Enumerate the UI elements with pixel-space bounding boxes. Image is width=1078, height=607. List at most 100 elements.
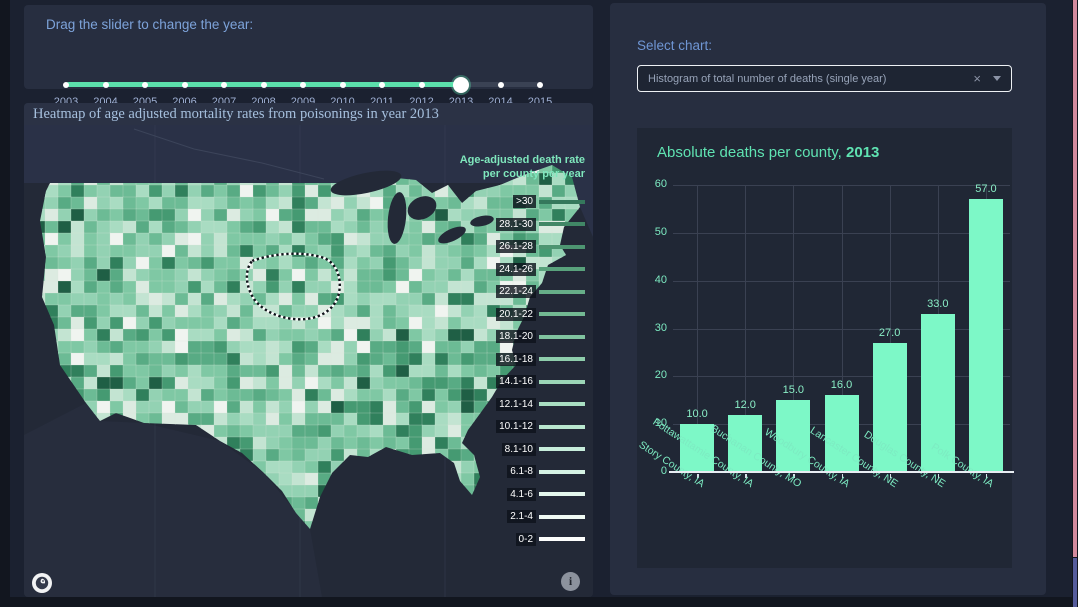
slider-mark-2012[interactable] [418,81,425,88]
slider-mark-2014[interactable] [497,81,504,88]
x-tick [937,474,940,478]
legend-row: 4.1-6 [415,487,585,501]
bar-Story County, IA[interactable] [680,424,715,472]
legend-row: 10.1-12 [415,420,585,433]
dropdown-selected-value: Histogram of total number of deaths (sin… [648,72,887,85]
y-tick-label: 10 [654,417,667,430]
bar-value-label: 15.0 [782,384,805,397]
slider-mark-2007[interactable] [221,81,227,88]
y-tick-label: 60 [654,178,667,190]
x-tick [985,474,988,478]
x-tick [793,474,795,478]
y-tick-label: 50 [654,225,667,238]
bar-Woodbury County, IA[interactable] [824,395,859,472]
slider-mark-2010[interactable] [339,81,346,88]
slider-mark-2006[interactable] [181,81,188,88]
legend-swatch [539,199,585,204]
map-attribution-info-icon[interactable]: i [561,572,580,591]
bar-value-label: 12.0 [734,398,756,411]
scrollbar-thumb-top[interactable] [1073,0,1077,557]
chart-select-dropdown[interactable]: Histogram of total number of deaths (sin… [637,65,1012,92]
bar-Douglas County, NE[interactable] [920,314,955,472]
x-tick [889,474,892,478]
year-slider-label: Drag the slider to change the year: [46,17,254,32]
y-tick-label: 30 [654,321,667,334]
bar-Pottawattamie County, IA[interactable] [728,414,763,472]
x-gridline [745,185,747,472]
slider-mark-2015[interactable] [537,81,543,88]
legend-label: 22.1-24 [496,285,536,298]
choropleth-map[interactable]: Age-adjusted death rate per county per y… [24,125,593,597]
legend-swatch [539,357,585,361]
x-gridline [697,185,699,472]
legend-label: 16.1-18 [496,352,536,366]
legend-label: 12.1-14 [496,397,536,411]
legend-swatch [539,469,585,474]
chevron-down-icon[interactable] [993,76,1001,81]
legend-row: 26.1-28 [415,240,585,253]
x-tick [697,474,699,478]
legend-label: 14.1-16 [496,375,536,388]
legend-swatch [539,447,585,451]
legend-row: 24.1-26 [415,262,585,276]
clear-icon[interactable]: × [973,71,981,86]
slider-handle[interactable] [453,76,469,93]
legend-swatch [539,334,585,339]
x-gridline [841,185,843,472]
x-tick [841,474,843,478]
x-gridline [793,185,795,472]
x-axis-line [669,471,1014,473]
legend-label: 0-2 [515,532,536,546]
chart-selector-card: Select chart: Histogram of total number … [610,3,1046,595]
bar-Buchanan County, MO[interactable] [776,400,811,472]
legend-row: 0-2 [415,532,585,546]
legend-row: 14.1-16 [415,375,585,388]
legend-label: 24.1-26 [496,262,536,276]
slider-mark-2011[interactable] [379,81,385,88]
legend-row: 16.1-18 [415,352,585,366]
scrollbar-thumb-bottom[interactable] [1073,558,1077,607]
legend-row: 20.1-22 [415,307,585,321]
year-slider-card: Drag the slider to change the year: 2003… [24,5,593,108]
y-tick-label: 40 [654,273,667,286]
legend-label: 18.1-20 [496,330,536,343]
bar-Polk County, IA[interactable] [968,199,1003,472]
map-legend: Age-adjusted death rate per county per y… [415,153,585,555]
slider-mark-2004[interactable] [102,81,109,88]
bar-chart-title: Absolute deaths per county, 2013 [657,144,880,161]
legend-label: 8.1-10 [501,442,536,456]
bar-chart-panel: Absolute deaths per county, 2013 0 10 20 30… [637,128,1014,568]
selected-region-outline [245,252,341,321]
legend-row: 12.1-14 [415,397,585,411]
legend-label: 4.1-6 [507,487,536,501]
legend-row: 8.1-10 [415,442,585,456]
legend-swatch [539,424,585,429]
heatmap-card: Heatmap of age adjusted mortality rates … [24,103,593,597]
slider-mark-2003[interactable] [63,81,69,88]
legend-row: >30 [415,195,585,208]
legend-row: 28.1-30 [415,217,585,231]
legend-label: 6.1-8 [507,465,536,478]
legend-swatch [539,514,585,519]
chart-select-label: Select chart: [637,38,713,53]
heatmap-title: Heatmap of age adjusted mortality rates … [24,103,593,125]
bar-Lancaster County, NE[interactable] [872,342,907,472]
legend-swatch [539,402,585,406]
scrollbar[interactable] [1072,0,1077,607]
legend-label: 2.1-4 [507,510,536,523]
slider-mark-2008[interactable] [260,81,267,88]
bar-chart-plot[interactable]: 0 10 20 30 40 50 60 10.0 Story County, IA 12.0 Pot… [637,128,1014,568]
legend-swatch [539,379,585,384]
legend-title: Age-adjusted death rate per county per y… [459,154,585,180]
y-tick-label: 0 [660,465,667,477]
x-tick [745,474,747,478]
legend-swatch [539,537,585,541]
legend-label: 26.1-28 [496,240,536,253]
slider-mark-2005[interactable] [142,81,148,88]
legend-swatch [539,244,585,249]
slider-mark-2009[interactable] [300,81,306,88]
mapbox-logo-icon[interactable] [32,573,52,593]
year-slider[interactable]: 2003 2004 2005 2006 2007 2008 2009 2010 2011 2012… [24,39,593,108]
selected-region-outline [245,252,341,321]
